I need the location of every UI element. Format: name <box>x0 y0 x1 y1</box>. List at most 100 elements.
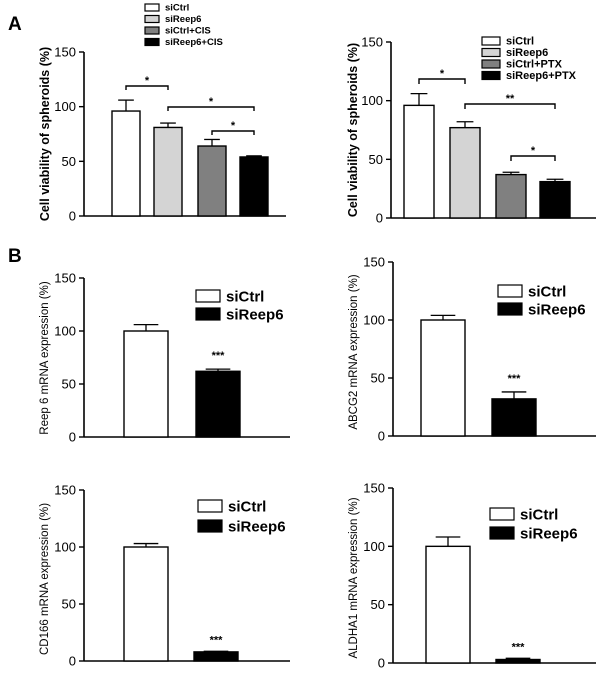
bar-sireep6 <box>491 398 537 437</box>
y-tick-label: 150 <box>363 255 385 270</box>
y-tick-label: 100 <box>363 313 385 328</box>
legend-label: siReep6+PTX <box>506 70 577 82</box>
significance-bracket <box>418 78 466 84</box>
bar-sireep6 <box>195 370 241 438</box>
legend-label: siCtrl <box>226 289 264 306</box>
y-tick-label: 150 <box>361 35 383 50</box>
bar-sictrl <box>111 110 141 217</box>
legend-label: siCtrl+CIS <box>165 26 211 37</box>
legend-swatch <box>489 526 515 540</box>
legend-swatch <box>195 289 221 303</box>
significance-label: *** <box>210 634 224 646</box>
bar-sireep6-cis <box>239 156 269 217</box>
legend-swatch <box>497 284 523 298</box>
legend-swatch <box>481 47 501 58</box>
legend-swatch <box>144 26 160 35</box>
significance-label: * <box>440 68 445 80</box>
panel-label-b: B <box>8 246 22 267</box>
legend-label: siReep6 <box>226 307 284 324</box>
y-tick-label: 50 <box>62 597 76 612</box>
y-tick-label: 0 <box>69 209 76 224</box>
y-tick-label: 0 <box>378 429 385 444</box>
y-tick-label: 100 <box>363 539 385 554</box>
legend-swatch <box>481 70 501 81</box>
legend-label: siCtrl <box>520 507 558 524</box>
significance-bracket <box>510 155 556 161</box>
y-tick-label: 0 <box>378 656 385 671</box>
y-tick-label: 0 <box>69 654 76 669</box>
bar-sictrl <box>123 546 169 662</box>
bar-sictrl-cis <box>197 145 227 217</box>
legend-swatch <box>144 14 160 24</box>
legend-swatch <box>197 519 223 533</box>
legend-swatch <box>481 59 501 69</box>
legend-label: siReep6 <box>520 526 578 543</box>
bar-sictrl <box>403 104 435 219</box>
legend-label: siCtrl <box>165 3 189 14</box>
legend-label: siReep6+CIS <box>165 37 223 48</box>
y-tick-label: 150 <box>54 45 76 60</box>
y-tick-label: 150 <box>54 483 76 498</box>
bar-sictrl <box>123 330 169 438</box>
significance-bracket <box>464 103 556 109</box>
legend-label: siReep6 <box>228 519 286 536</box>
y-axis-label: CD166 mRNA expression (%) <box>39 503 51 655</box>
y-tick-label: 0 <box>376 211 383 226</box>
significance-label: * <box>531 145 536 157</box>
significance-label: ** <box>506 93 515 105</box>
legend-label: siCtrl+PTX <box>506 59 563 71</box>
significance-bracket <box>125 85 169 90</box>
bar-sictrl <box>420 319 466 437</box>
legend-swatch <box>195 307 221 321</box>
legend-label: siCtrl <box>506 36 534 48</box>
legend-swatch <box>144 37 160 47</box>
y-tick-label: 150 <box>363 481 385 496</box>
y-tick-label: 50 <box>369 152 383 167</box>
y-tick-label: 150 <box>54 271 76 286</box>
significance-label: * <box>145 75 150 87</box>
bar-sireep6 <box>153 126 183 217</box>
legend-swatch <box>197 499 223 513</box>
y-axis-label: Cell viability of spheroids (%) <box>38 47 52 221</box>
y-axis-label: Cell viability of spheroids (%) <box>346 43 360 217</box>
legend-label: siReep6 <box>165 14 201 25</box>
y-tick-label: 100 <box>54 99 76 114</box>
y-tick-label: 100 <box>361 93 383 108</box>
legend-label: siReep6 <box>528 302 586 319</box>
y-axis-label: Reep 6 mRNA expression (%) <box>39 281 51 435</box>
y-axis-label: ABCG2 mRNA expression (%) <box>348 274 360 429</box>
significance-label: * <box>231 120 236 132</box>
panel-label-a: A <box>8 14 22 35</box>
y-tick-label: 50 <box>62 154 76 169</box>
significance-bracket <box>167 106 255 111</box>
bar-sireep6 <box>193 651 239 662</box>
legend-label: siCtrl <box>528 284 566 301</box>
legend-label: siCtrl <box>228 499 266 516</box>
legend-swatch <box>489 507 515 521</box>
bar-sireep6-ptx <box>539 180 571 219</box>
significance-label: * <box>209 96 214 108</box>
y-tick-label: 100 <box>54 540 76 555</box>
y-tick-label: 100 <box>54 324 76 339</box>
significance-label: *** <box>508 373 522 385</box>
legend-swatch <box>497 302 523 316</box>
y-tick-label: 0 <box>69 430 76 445</box>
significance-label: *** <box>512 641 526 653</box>
bar-sictrl-ptx <box>495 173 527 219</box>
legend-label: siReep6 <box>506 47 548 59</box>
legend-swatch <box>481 36 501 46</box>
y-tick-label: 50 <box>371 371 385 386</box>
significance-bracket <box>211 130 255 135</box>
legend-swatch <box>144 3 160 12</box>
bar-sictrl <box>425 545 471 664</box>
bar-sireep6 <box>495 658 541 664</box>
y-tick-label: 50 <box>62 377 76 392</box>
y-tick-label: 50 <box>371 597 385 612</box>
